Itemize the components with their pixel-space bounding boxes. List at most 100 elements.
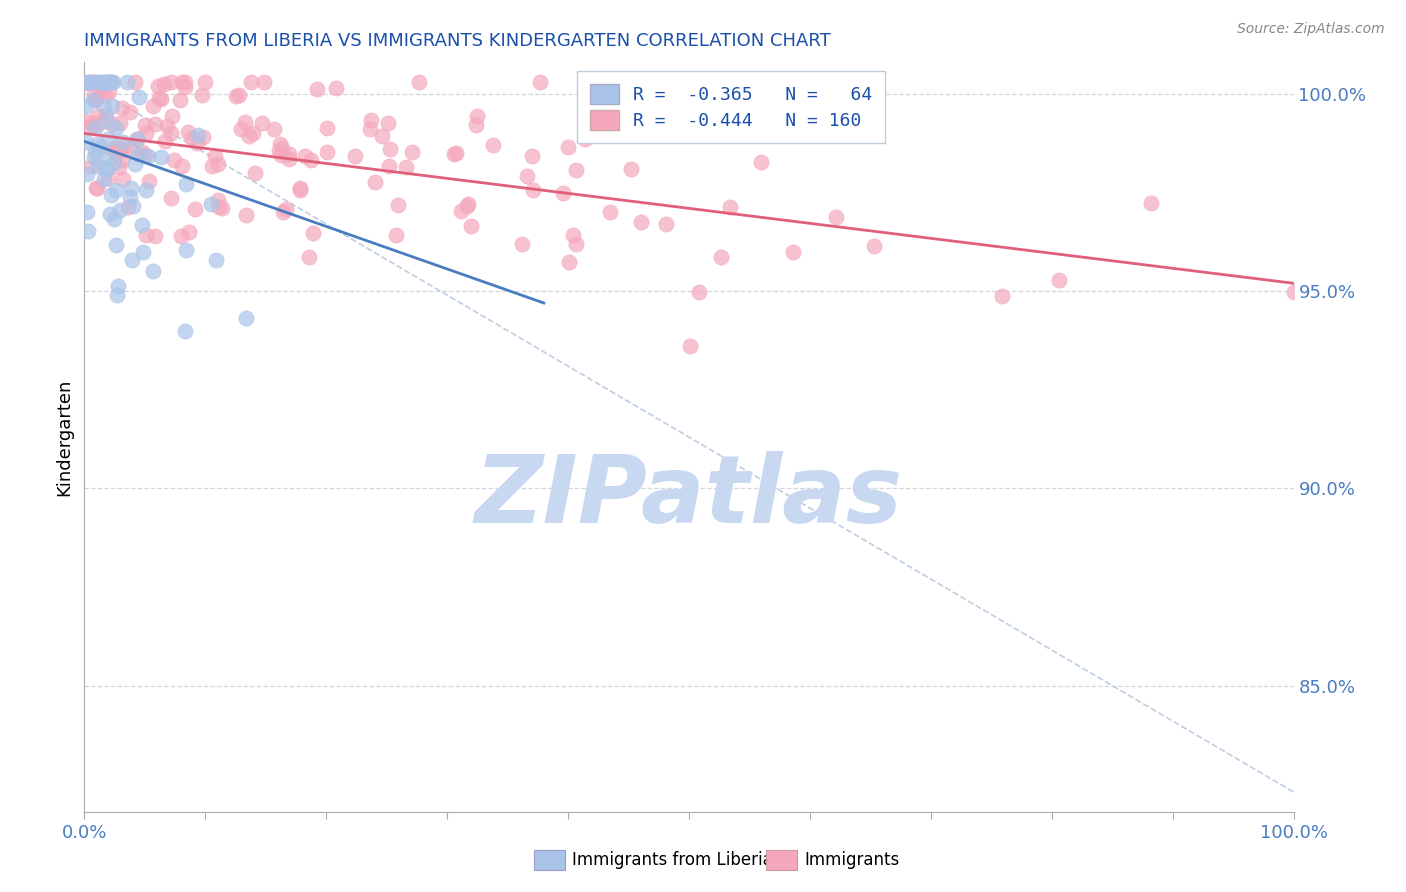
- Point: [163, 153, 186, 168]
- Point: [194, 75, 217, 89]
- Point: [150, 91, 173, 105]
- Point: [77, 75, 100, 89]
- Point: [360, 122, 382, 136]
- Point: [679, 339, 702, 353]
- Point: [111, 101, 134, 115]
- Point: [153, 78, 176, 92]
- Point: [159, 75, 181, 89]
- Point: [104, 238, 127, 252]
- Y-axis label: Kindergarten: Kindergarten: [55, 378, 73, 496]
- Point: [117, 200, 139, 214]
- Point: [75, 114, 97, 128]
- Point: [288, 183, 311, 197]
- Point: [316, 120, 339, 135]
- Point: [179, 226, 201, 240]
- Point: [125, 132, 148, 146]
- Point: [174, 177, 197, 191]
- Point: [565, 237, 588, 252]
- Point: [174, 244, 197, 258]
- Point: [135, 227, 157, 242]
- Point: [91, 76, 114, 90]
- Point: [516, 169, 538, 184]
- Point: [97, 170, 120, 185]
- Point: [104, 183, 127, 197]
- Point: [599, 204, 621, 219]
- Point: [302, 226, 325, 240]
- Point: [80, 159, 103, 173]
- Point: [364, 175, 387, 189]
- Point: [82, 75, 104, 89]
- Point: [96, 77, 118, 91]
- Point: [267, 144, 290, 158]
- Point: [143, 229, 166, 244]
- Point: [94, 75, 117, 89]
- Point: [98, 207, 121, 221]
- Point: [205, 252, 228, 267]
- Point: [97, 75, 120, 89]
- Point: [520, 149, 543, 163]
- Point: [75, 135, 97, 149]
- Point: [104, 145, 127, 160]
- Point: [103, 156, 125, 170]
- Point: [522, 183, 544, 197]
- Point: [156, 119, 179, 133]
- Point: [134, 118, 156, 132]
- Point: [100, 188, 122, 202]
- Point: [101, 75, 124, 89]
- Point: [84, 144, 107, 158]
- Point: [79, 120, 101, 135]
- Point: [718, 200, 741, 214]
- Point: [177, 125, 200, 139]
- Point: [84, 92, 107, 106]
- Point: [107, 145, 129, 159]
- Point: [87, 109, 110, 123]
- Point: [298, 250, 321, 264]
- Point: [122, 199, 145, 213]
- Point: [325, 81, 347, 95]
- Point: [132, 244, 155, 259]
- Point: [187, 128, 209, 143]
- Point: [238, 129, 260, 144]
- Point: [97, 86, 120, 100]
- Point: [75, 98, 97, 112]
- Point: [97, 75, 120, 89]
- Point: [76, 205, 98, 219]
- Point: [825, 210, 848, 224]
- Point: [83, 75, 105, 89]
- Point: [250, 116, 273, 130]
- Point: [131, 218, 153, 232]
- Point: [108, 161, 131, 175]
- Point: [271, 204, 294, 219]
- Point: [457, 197, 479, 211]
- Point: [160, 191, 183, 205]
- Text: IMMIGRANTS FROM LIBERIA VS IMMIGRANTS KINDERGARTEN CORRELATION CHART: IMMIGRANTS FROM LIBERIA VS IMMIGRANTS KI…: [84, 32, 831, 50]
- Point: [174, 75, 197, 89]
- Point: [270, 148, 292, 162]
- Point: [235, 311, 257, 326]
- Point: [94, 108, 117, 122]
- Point: [107, 279, 129, 293]
- Point: [655, 217, 678, 231]
- Point: [89, 140, 111, 154]
- Point: [128, 90, 150, 104]
- Point: [134, 148, 156, 162]
- Point: [169, 94, 191, 108]
- Point: [191, 88, 214, 103]
- Point: [378, 141, 401, 155]
- Point: [108, 116, 131, 130]
- Point: [229, 121, 252, 136]
- Point: [377, 116, 399, 130]
- Point: [510, 236, 533, 251]
- Point: [274, 202, 297, 216]
- Point: [173, 80, 195, 95]
- Point: [86, 160, 108, 174]
- Point: [135, 126, 157, 140]
- Point: [138, 149, 160, 163]
- Point: [87, 136, 110, 151]
- Point: [104, 140, 127, 154]
- Point: [98, 75, 121, 89]
- Point: [482, 138, 505, 153]
- Point: [305, 82, 328, 96]
- Point: [207, 193, 229, 207]
- Point: [84, 181, 107, 195]
